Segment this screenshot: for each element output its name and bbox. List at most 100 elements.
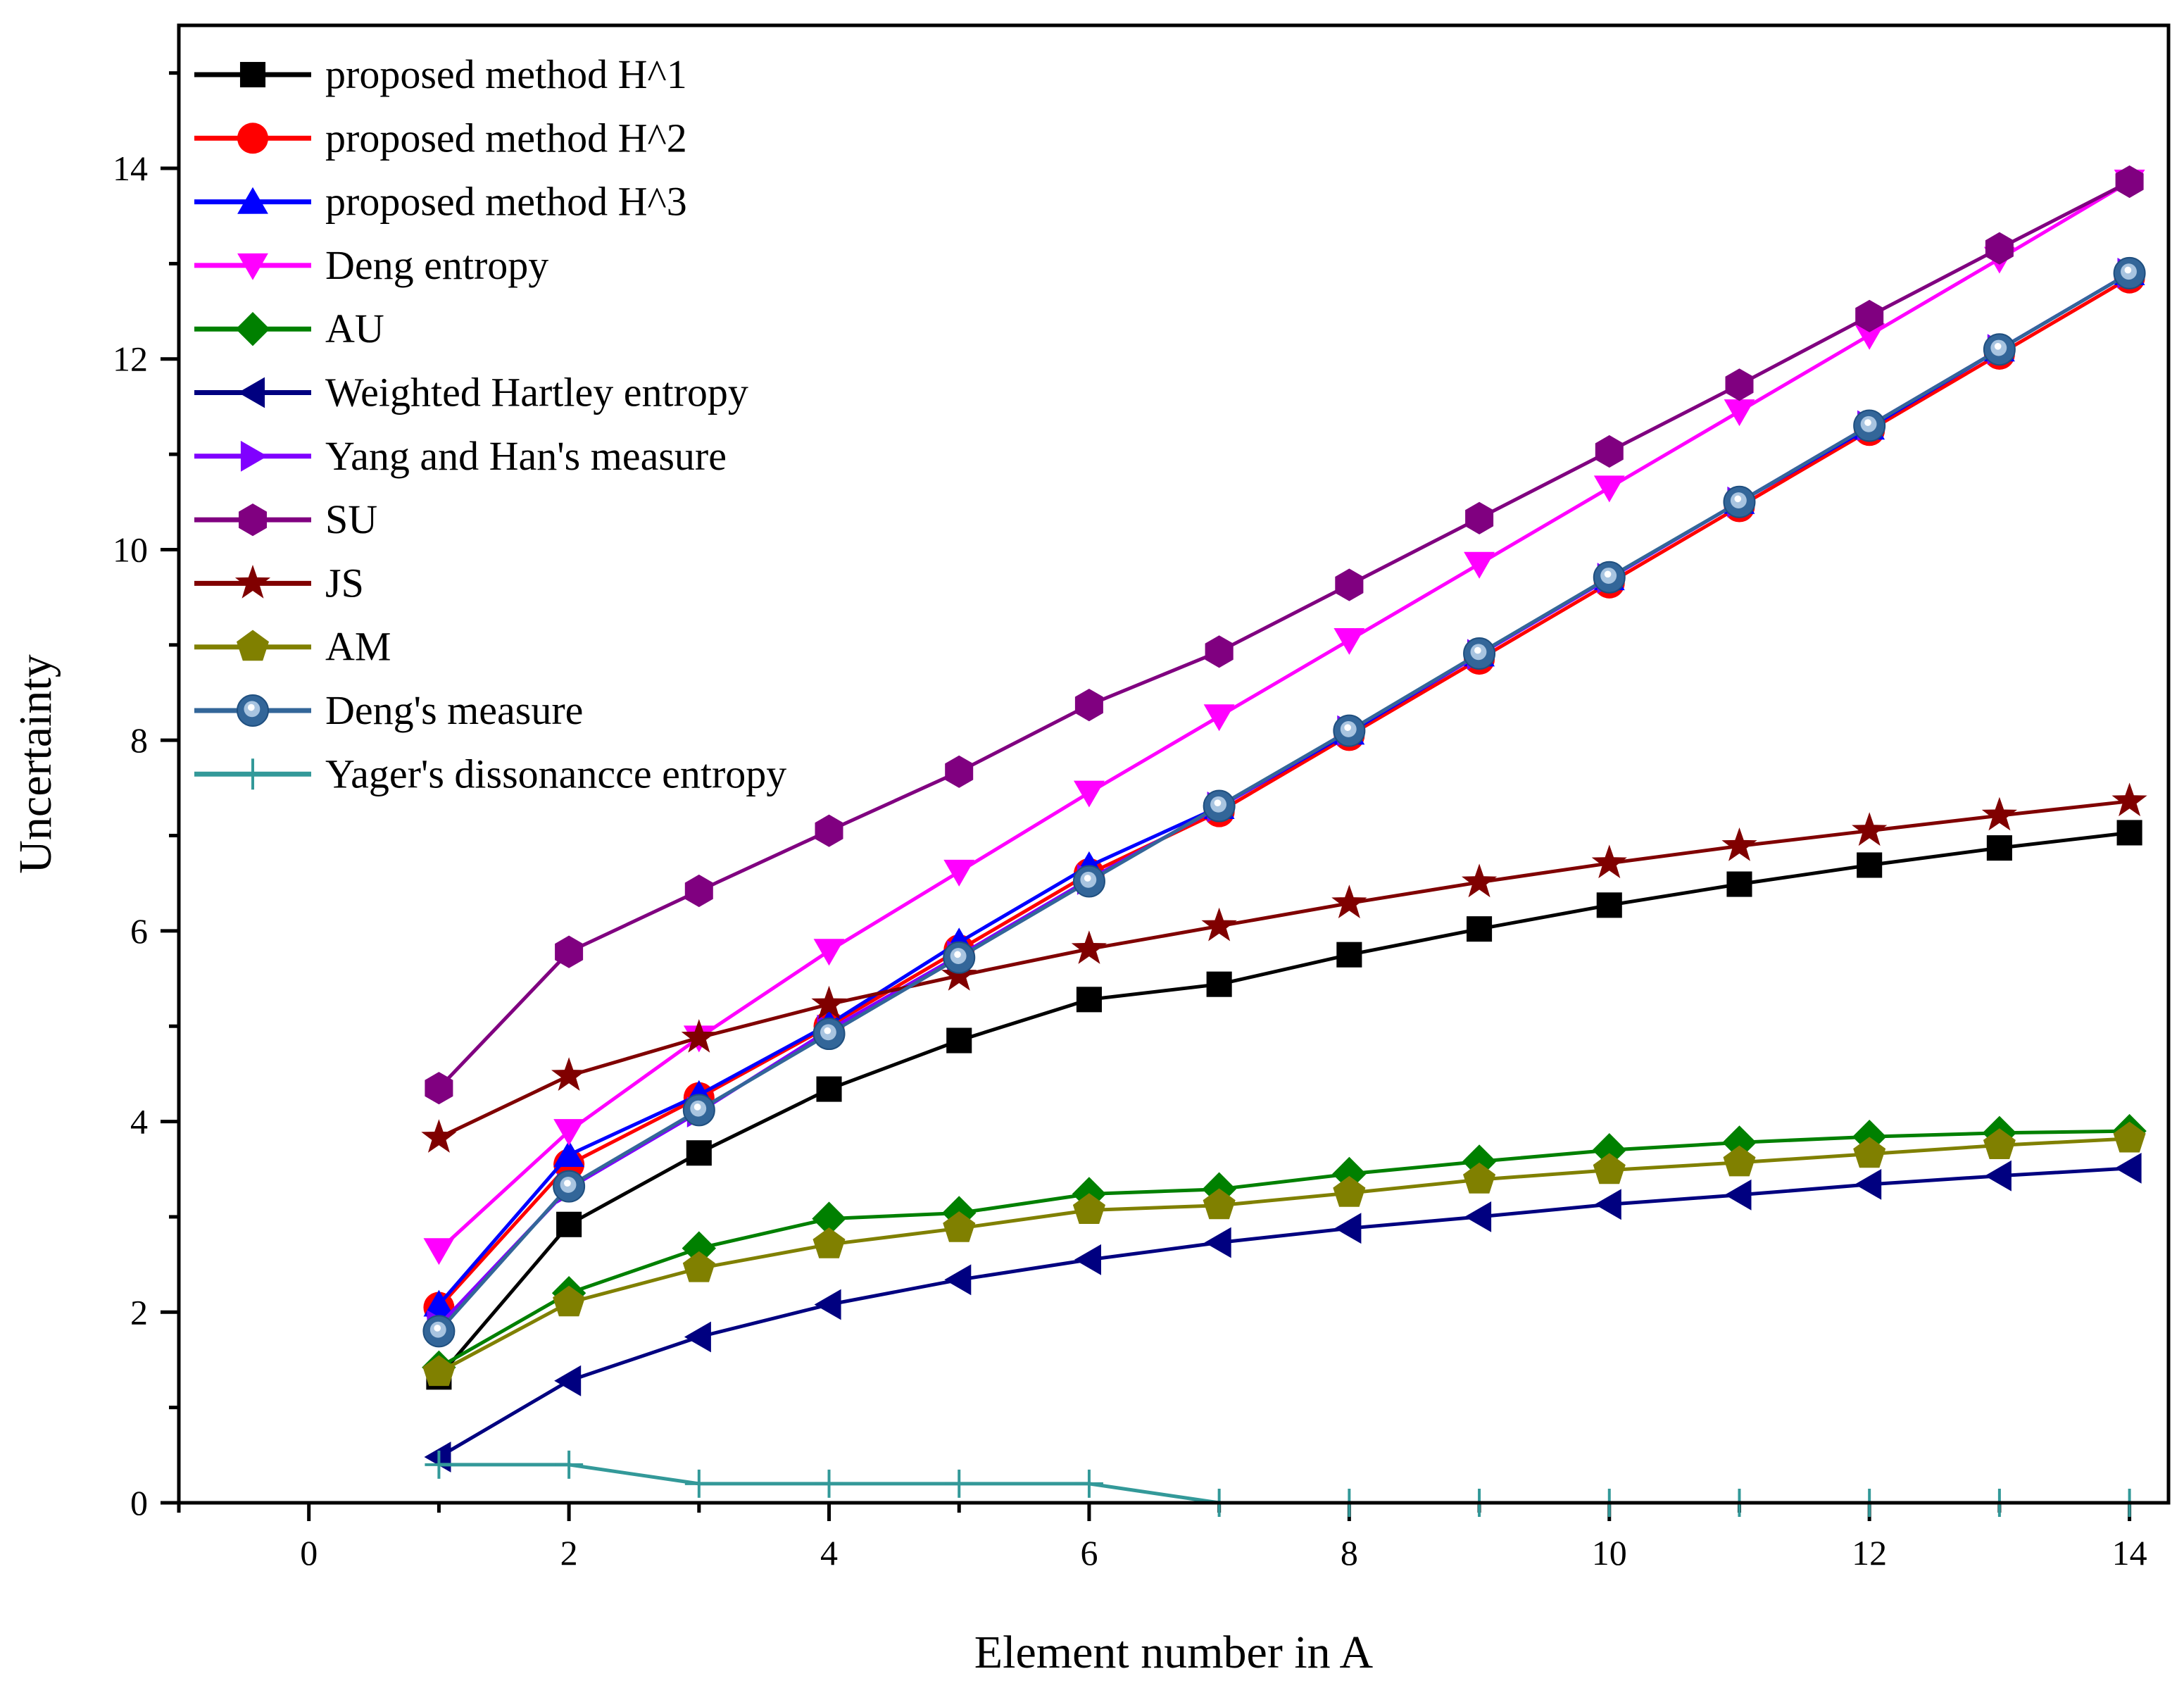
legend-marker [235, 312, 270, 346]
data-point [1981, 796, 2017, 831]
data-point [684, 874, 713, 908]
data-point-highlight [434, 1325, 441, 1332]
data-point-highlight [1344, 724, 1351, 732]
data-point [1593, 475, 1625, 503]
y-tick-label: 4 [130, 1102, 148, 1142]
data-point [1726, 871, 1752, 897]
data-point [553, 1140, 584, 1167]
series-9 [421, 782, 2147, 1153]
data-point-highlight [824, 1027, 831, 1034]
data-point-highlight [694, 1104, 701, 1111]
y-axis-title: Uncertainty [10, 654, 61, 874]
legend-label: JS [325, 560, 364, 606]
data-point [1723, 1145, 1756, 1177]
data-point [811, 985, 847, 1020]
x-tick-label: 6 [1080, 1533, 1098, 1573]
data-point [1462, 863, 1498, 898]
y-tick-label: 14 [113, 149, 148, 188]
data-point [554, 1365, 582, 1396]
data-point [945, 755, 974, 788]
data-point [1206, 971, 1232, 997]
data-point [814, 1289, 841, 1320]
data-point [1985, 1160, 2012, 1192]
data-point [813, 939, 845, 966]
series-line [437, 276, 2130, 1309]
y-tick-label: 8 [130, 720, 148, 760]
data-point [682, 1251, 715, 1282]
data-point [941, 957, 977, 991]
data-point [944, 1264, 972, 1296]
series-line [438, 1129, 2130, 1369]
legend-marker-highlight [247, 704, 255, 711]
data-point [1592, 1133, 1626, 1168]
data-point [1335, 568, 1364, 601]
data-point [1724, 399, 1755, 427]
data-point [553, 1285, 586, 1317]
data-point [1463, 1162, 1496, 1194]
data-point [1593, 1153, 1626, 1184]
legend-item: AM [194, 624, 391, 670]
data-point [1071, 930, 1107, 964]
x-tick-label: 0 [300, 1533, 318, 1573]
data-point [943, 859, 975, 887]
legend-item: AU [194, 306, 384, 351]
data-point [1857, 852, 1883, 878]
legend-item: Weighted Hartley entropy [194, 370, 748, 415]
tick-labels: 0 2 4 6 8 10 12 14 0 2 4 6 8 10 12 14 [113, 149, 2147, 1573]
x-axis-title: Element number in A [974, 1627, 1374, 1678]
series-line [437, 831, 2130, 1378]
legend-label: AM [325, 624, 391, 670]
data-point [812, 1201, 846, 1236]
series-line [437, 180, 2130, 1252]
data-point [1203, 704, 1235, 732]
legend-marker [237, 187, 268, 214]
data-point [815, 814, 843, 847]
data-point [1853, 1137, 1886, 1168]
x-tick-label: 8 [1341, 1533, 1358, 1573]
data-point [1076, 987, 1102, 1013]
data-point [421, 1119, 457, 1153]
legend-item: Deng entropy [194, 242, 548, 288]
data-point [2113, 1121, 2146, 1153]
legend-label: Deng entropy [325, 242, 548, 288]
data-point [1074, 689, 1103, 722]
data-point [555, 1450, 584, 1479]
legend-marker [238, 377, 265, 408]
legend-marker [237, 758, 268, 790]
data-point [551, 1057, 587, 1091]
data-point [816, 1076, 842, 1102]
data-point [1333, 628, 1365, 655]
data-point [1334, 1213, 1362, 1244]
data-point-highlight [1474, 646, 1481, 654]
y-tick-label: 10 [113, 530, 148, 569]
legend-item: proposed method H^2 [194, 115, 687, 161]
data-point [812, 1227, 846, 1258]
data-point [1591, 844, 1627, 879]
data-point [422, 1355, 456, 1387]
legend-label: Yang and Han's measure [325, 433, 727, 479]
legend-label: proposed method H^3 [325, 179, 687, 225]
legend-marker [240, 440, 268, 472]
data-point [684, 1469, 713, 1498]
data-point-highlight [1864, 419, 1871, 426]
legend-marker [237, 123, 268, 154]
legend-label: Yager's dissonancce entropy [325, 751, 786, 796]
legend-label: AU [325, 306, 384, 351]
series-line [438, 1137, 2130, 1374]
x-tick-label: 4 [820, 1533, 838, 1573]
legend: proposed method H^1 proposed method H^2 pr… [194, 51, 786, 796]
legend-label: Weighted Hartley entropy [325, 370, 748, 415]
legend-item: proposed method H^3 [194, 179, 687, 225]
legend-label: Deng's measure [325, 687, 583, 733]
data-point [682, 1231, 716, 1265]
legend-marker [239, 61, 266, 88]
data-point [1074, 1469, 1103, 1498]
data-point [815, 1469, 843, 1498]
data-point [1467, 916, 1493, 942]
x-tick-label: 2 [560, 1533, 578, 1573]
legend-marker [237, 253, 268, 280]
data-point [423, 1238, 455, 1265]
data-point [556, 1211, 582, 1237]
data-point [1855, 299, 1884, 332]
legend-item: Yang and Han's measure [194, 433, 727, 479]
